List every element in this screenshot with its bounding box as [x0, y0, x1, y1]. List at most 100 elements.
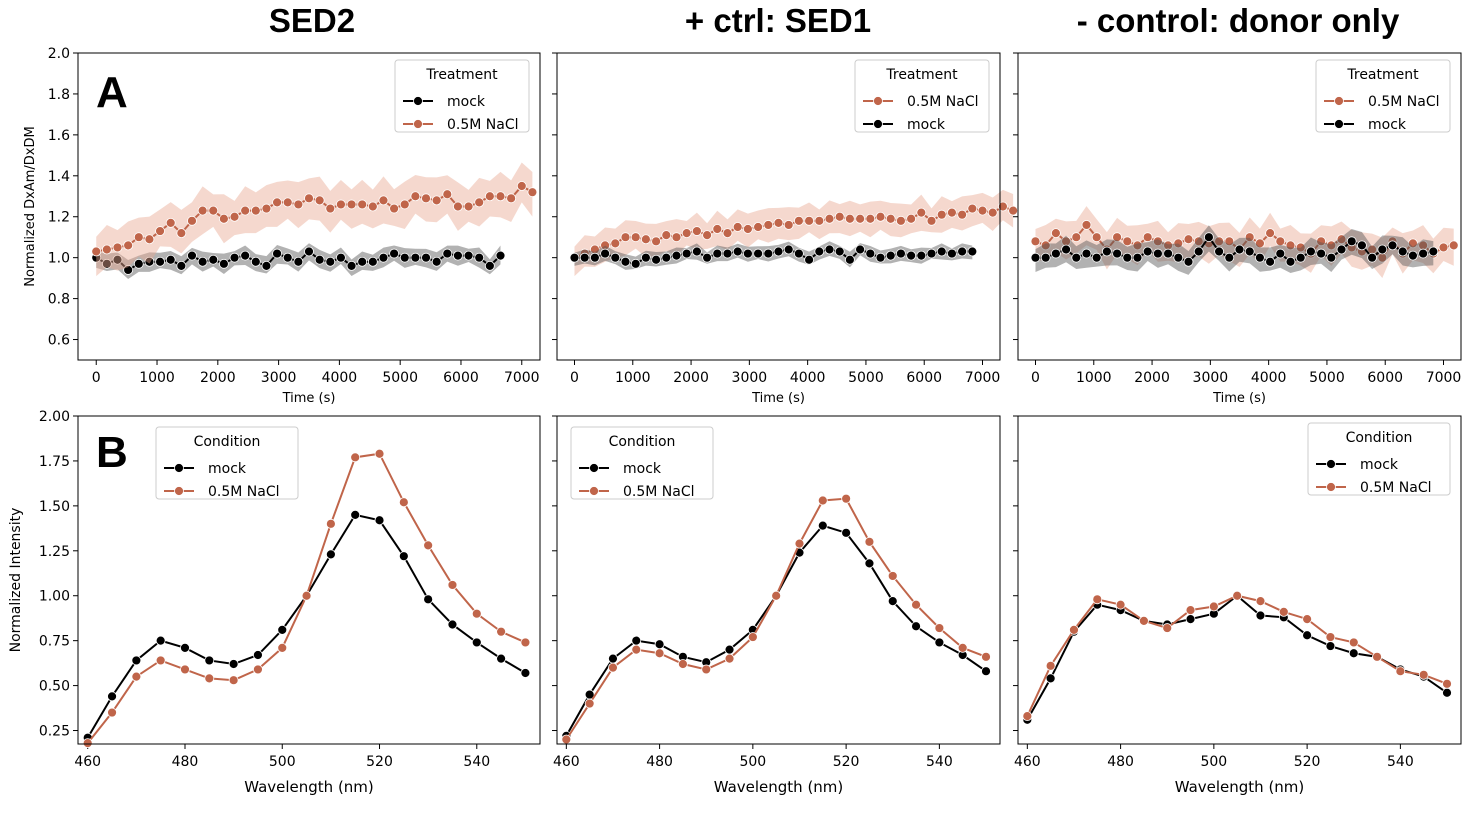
data-point	[998, 201, 1008, 212]
data-point	[399, 252, 410, 263]
panel-b2: 460 480 500 520 540 Wavelength (nm) Condition m…	[552, 415, 1001, 796]
data-point	[817, 520, 828, 531]
data-point	[875, 252, 886, 263]
data-point	[1101, 246, 1112, 257]
data-point	[155, 256, 165, 267]
x-tick-label: 0	[570, 370, 579, 386]
data-point	[474, 252, 485, 263]
data-point	[250, 256, 261, 267]
data-point	[1302, 630, 1313, 641]
data-point	[228, 675, 239, 686]
x-tick-label: 5000	[1309, 370, 1345, 386]
data-point	[410, 252, 421, 263]
axes-frame	[1017, 52, 1462, 361]
data-point	[702, 252, 712, 263]
x-tick-label: 500	[1200, 754, 1227, 770]
data-point	[253, 650, 263, 660]
data-point	[957, 642, 968, 653]
data-point	[123, 265, 134, 275]
data-point	[378, 252, 389, 263]
data-point	[906, 250, 917, 261]
legend-box	[570, 426, 714, 500]
x-tick-label: 1000	[1076, 370, 1112, 386]
x-tick-label: 3000	[261, 370, 297, 386]
data-point	[228, 659, 239, 669]
series-line	[86, 513, 526, 739]
data-point	[640, 252, 651, 263]
data-point	[496, 626, 506, 637]
data-point	[783, 244, 794, 255]
legend-marker	[589, 463, 599, 473]
data-point	[1244, 232, 1255, 243]
data-point	[1387, 240, 1398, 251]
data-point	[630, 258, 641, 269]
x-tick-label: 500	[269, 754, 296, 770]
data-point	[144, 256, 155, 267]
data-point	[277, 624, 288, 635]
data-point	[906, 213, 917, 224]
x-tick-label: 5000	[848, 370, 884, 386]
data-point	[1442, 687, 1452, 698]
y-tick-label: 0.6	[48, 333, 70, 349]
x-tick-label: 520	[833, 754, 860, 770]
data-point	[1183, 234, 1194, 245]
data-point	[325, 256, 336, 267]
data-point	[1208, 601, 1219, 612]
data-point	[410, 191, 421, 202]
data-point	[261, 203, 272, 214]
data-point	[631, 635, 642, 646]
data-point	[1173, 238, 1184, 249]
data-point	[1040, 240, 1051, 251]
data-point	[496, 653, 506, 664]
data-point	[947, 207, 957, 218]
data-point	[1071, 252, 1082, 263]
data-point	[1418, 669, 1429, 680]
data-point	[155, 655, 166, 666]
data-point	[654, 648, 665, 659]
data-point	[1030, 236, 1041, 247]
data-point	[1255, 610, 1266, 621]
data-point	[1397, 246, 1408, 257]
data-point	[453, 250, 463, 261]
data-point	[277, 642, 288, 653]
data-point	[1244, 246, 1255, 257]
panel-letter-b: B	[96, 428, 128, 477]
data-point	[631, 644, 642, 655]
data-point	[1442, 678, 1452, 689]
data-point	[1112, 248, 1122, 259]
data-point	[1112, 232, 1122, 243]
data-point	[763, 248, 774, 259]
legend-label: mock	[208, 461, 247, 477]
data-point	[763, 220, 774, 230]
data-point	[947, 248, 957, 259]
legend-marker	[174, 463, 184, 473]
data-point	[608, 653, 618, 664]
data-point	[447, 619, 458, 630]
data-point	[701, 664, 712, 675]
data-point	[1438, 242, 1449, 253]
data-point	[282, 197, 293, 208]
data-point	[1193, 246, 1204, 257]
data-point	[824, 213, 835, 224]
data-point	[272, 248, 282, 259]
y-tick-label: 1.00	[39, 589, 70, 605]
data-point	[357, 256, 368, 267]
data-point	[911, 621, 921, 632]
data-point	[1185, 614, 1196, 624]
data-point	[916, 250, 927, 261]
data-point	[834, 211, 845, 222]
legend-label: mock	[447, 94, 486, 110]
legend-title: Condition	[194, 434, 261, 450]
data-point	[934, 637, 945, 648]
x-axis-label: Time (s)	[1212, 391, 1266, 406]
data-point	[916, 207, 927, 218]
x-tick-label: 4000	[790, 370, 826, 386]
data-point	[1122, 236, 1133, 247]
data-point	[773, 246, 784, 257]
data-point	[1278, 607, 1289, 617]
x-tick-label: 460	[1014, 754, 1041, 770]
data-point	[293, 256, 304, 267]
data-point	[293, 199, 304, 210]
data-point	[176, 228, 187, 239]
data-point	[896, 248, 906, 259]
